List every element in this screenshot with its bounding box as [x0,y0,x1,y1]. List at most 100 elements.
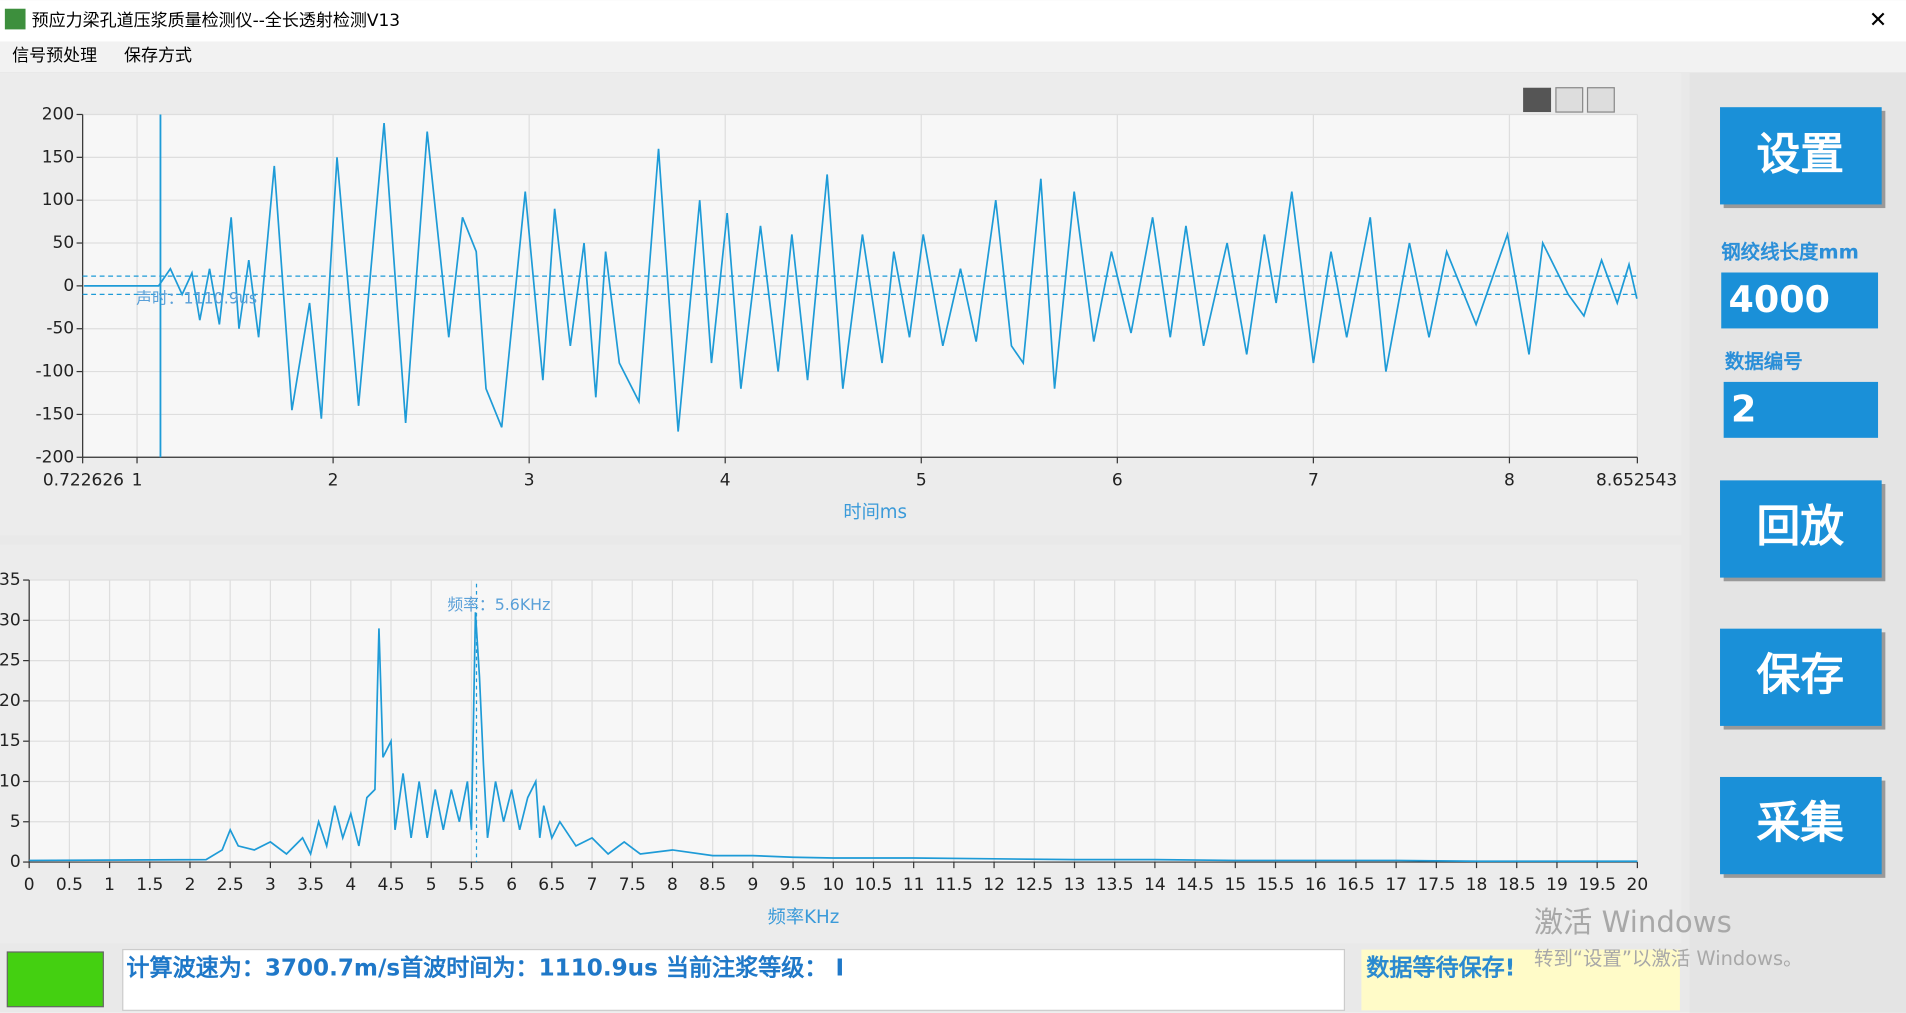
x-tick-label: 8 [1504,470,1515,490]
window-title: 预应力梁孔道压浆质量检测仪--全长透射检测V13 [32,11,401,31]
y-tick-label: 25 [0,651,21,671]
button-label[interactable]: 采集 [1756,798,1844,849]
x-tick-label: 8.652543 [1596,470,1677,490]
close-button[interactable]: ✕ [1869,8,1887,33]
cursor-tool[interactable] [1523,87,1552,113]
x-tick-label: 6.5 [538,875,565,895]
y-tick-label: 0 [10,852,21,872]
x-tick-label: 14.5 [1176,875,1214,895]
x-tick-label: 11 [903,875,925,895]
title-bar [0,0,1906,42]
x-tick-label: 18.5 [1498,875,1536,895]
x-tick-label: 4 [345,875,356,895]
x-tick-label: 7 [1308,470,1319,490]
status-message: 计算波速为：3700.7m/s首波时间为：1110.9us 当前注浆等级： I [126,955,844,982]
x-axis-label: 时间ms [843,502,907,523]
y-tick-label: 20 [0,691,21,711]
status-box [122,948,1346,1011]
x-tick-label: 12 [983,875,1005,895]
x-tick-label: 1 [104,875,115,895]
field-value[interactable]: 4000 [1729,278,1830,321]
x-tick-label: 0 [24,875,35,895]
x-tick-label: 12.5 [1015,875,1053,895]
y-tick-label: 5 [10,812,21,832]
x-tick-label: 8 [667,875,678,895]
x-tick-label: 13.5 [1096,875,1134,895]
x-tick-label: 6 [506,875,517,895]
watermark-subtitle: 转到“设置”以激活 Windows。 [1534,947,1803,970]
x-tick-label: 18 [1466,875,1488,895]
x-tick-label: 6 [1112,470,1123,490]
x-tick-label: 2 [328,470,339,490]
x-tick-label: 7 [587,875,598,895]
signal-line [84,122,1638,432]
x-tick-label: 0.722626 [43,470,124,490]
x-tick-label: 13 [1064,875,1086,895]
x-tick-label: 5 [916,470,927,490]
menu-bar [0,41,1906,72]
x-tick-label: 15.5 [1257,875,1295,895]
x-tick-label: 17 [1385,875,1407,895]
x-tick-label: 1.5 [136,875,163,895]
status-led [6,951,104,1008]
y-tick-label: -150 [36,404,75,424]
save-box [1361,949,1680,1011]
x-tick-label: 19 [1546,875,1568,895]
field-box[interactable] [1721,272,1879,329]
field-box[interactable] [1723,381,1879,438]
x-tick-label: 5.5 [458,875,485,895]
x-tick-label: 10.5 [855,875,893,895]
field-label: 数据编号 [1725,350,1803,373]
x-axis-label: 频率KHz [768,907,840,928]
menu-item[interactable]: 信号预处理 [12,46,97,66]
x-tick-label: 9.5 [780,875,807,895]
button-label[interactable]: 保存 [1756,649,1844,700]
x-tick-label: 19.5 [1578,875,1616,895]
field-value[interactable]: 2 [1731,388,1756,431]
y-tick-label: 200 [42,104,74,124]
menu-item[interactable]: 保存方式 [124,46,192,66]
x-tick-label: 8.5 [699,875,726,895]
button[interactable] [1720,776,1882,875]
field-label: 钢绞线长度mm [1721,241,1859,264]
y-tick-label: 15 [0,731,21,751]
x-tick-label: 3 [524,470,535,490]
y-tick-label: 35 [0,570,21,590]
x-tick-label: 4 [720,470,731,490]
x-tick-label: 9 [747,875,758,895]
x-tick-label: 14 [1144,875,1166,895]
y-tick-label: -200 [36,447,75,467]
x-tick-label: 7.5 [619,875,646,895]
x-tick-label: 3.5 [297,875,324,895]
app-icon [4,8,26,30]
x-tick-label: 16.5 [1337,875,1375,895]
x-tick-label: 17.5 [1417,875,1455,895]
x-tick-label: 11.5 [935,875,973,895]
buttons: 设置 回放 保存 采集 [1720,107,1886,878]
button[interactable] [1720,628,1882,726]
button-label[interactable]: 设置 [1756,129,1844,180]
y-tick-label: 10 [0,771,21,791]
button[interactable] [1720,480,1882,578]
y-tick-label: -100 [36,362,75,382]
peak-annotation: 频率：5.6KHz [447,595,550,614]
graph-toolbar [1523,87,1615,113]
x-tick-label: 15 [1224,875,1246,895]
x-tick-label: 20 [1627,875,1649,895]
y-tick-label: 30 [0,610,21,630]
y-tick-label: 50 [53,233,75,253]
y-tick-label: 0 [63,276,74,296]
button[interactable] [1720,107,1882,205]
x-tick-label: 2 [185,875,196,895]
x-tick-label: 0.5 [56,875,83,895]
button-label[interactable]: 回放 [1756,501,1844,552]
x-tick-label: 10 [822,875,844,895]
y-tick-label: 100 [42,190,74,210]
x-tick-label: 3 [265,875,276,895]
signal-line [29,612,1638,863]
x-tick-label: 2.5 [217,875,244,895]
pan-tool[interactable] [1586,87,1615,113]
zoom-tool[interactable] [1555,87,1584,113]
